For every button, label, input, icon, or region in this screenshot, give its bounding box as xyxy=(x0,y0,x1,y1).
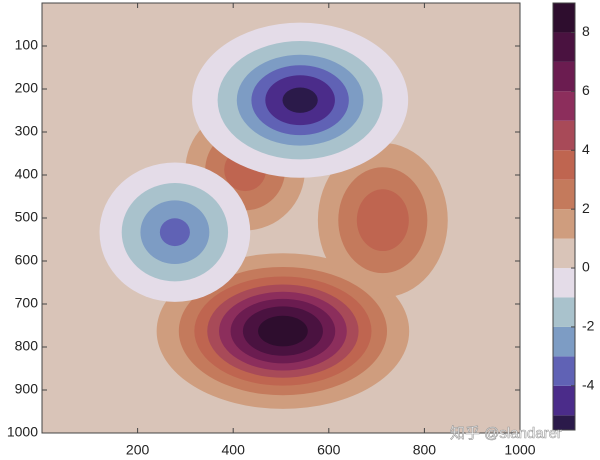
y-tick-label: 1000 xyxy=(7,424,38,440)
y-tick-label: 400 xyxy=(15,166,39,182)
colorbar-tick-label: 4 xyxy=(582,141,590,157)
colorbar-band xyxy=(553,268,575,298)
colorbar-tick-label: 0 xyxy=(582,259,590,275)
colorbar-band xyxy=(553,297,575,327)
colorbar-band xyxy=(553,415,575,430)
colorbar-tick-label: 2 xyxy=(582,200,590,216)
colorbar-band xyxy=(553,385,575,416)
colorbar-band xyxy=(553,61,575,92)
colorbar-band xyxy=(553,3,575,33)
y-tick-label: 900 xyxy=(15,381,39,397)
colorbar-band xyxy=(553,91,575,121)
watermark: 知乎 @slandarer xyxy=(450,425,562,442)
contour-region xyxy=(356,189,409,252)
y-tick-label: 600 xyxy=(15,252,39,268)
x-tick-label: 600 xyxy=(317,442,341,458)
y-tick-label: 700 xyxy=(15,295,39,311)
contour-region xyxy=(258,315,308,347)
colorbar-band xyxy=(553,32,575,62)
colorbar-tick-label: 6 xyxy=(582,82,590,98)
colorbar-band xyxy=(553,238,575,269)
colorbar-frame xyxy=(552,2,576,431)
x-tick-label: 200 xyxy=(126,442,150,458)
contour-area xyxy=(42,3,520,433)
colorbar-band xyxy=(553,120,575,151)
x-tick-label: 400 xyxy=(222,442,246,458)
colorbar-tick-label: -2 xyxy=(582,318,595,334)
x-tick-label: 1000 xyxy=(504,442,535,458)
contour-region xyxy=(159,218,190,247)
colorbar-band xyxy=(553,179,575,210)
colorbar-tick-label: 8 xyxy=(582,23,590,39)
y-tick-label: 100 xyxy=(15,37,39,53)
colorbar-tick-label: -4 xyxy=(582,377,595,393)
x-tick-label: 800 xyxy=(413,442,437,458)
colorbar-band xyxy=(553,150,575,180)
y-tick-label: 500 xyxy=(15,209,39,225)
colorbar-band xyxy=(553,209,575,239)
contour-region xyxy=(282,87,318,113)
colorbar-band xyxy=(553,356,575,386)
colorbar-band xyxy=(553,326,575,357)
y-tick-label: 200 xyxy=(15,80,39,96)
y-tick-label: 800 xyxy=(15,338,39,354)
y-tick-label: 300 xyxy=(15,123,39,139)
